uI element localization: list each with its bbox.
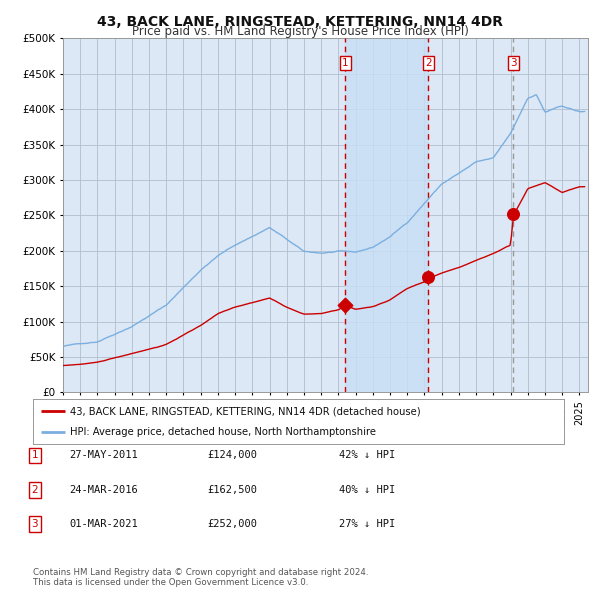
Text: HPI: Average price, detached house, North Northamptonshire: HPI: Average price, detached house, Nort… [70,427,376,437]
Text: £162,500: £162,500 [207,485,257,494]
Text: 3: 3 [510,58,517,68]
Text: 27-MAY-2011: 27-MAY-2011 [69,451,138,460]
Text: Price paid vs. HM Land Registry's House Price Index (HPI): Price paid vs. HM Land Registry's House … [131,25,469,38]
Point [424,273,433,282]
Text: 1: 1 [342,58,349,68]
Point [509,209,518,219]
Text: £252,000: £252,000 [207,519,257,529]
Text: 43, BACK LANE, RINGSTEAD, KETTERING, NN14 4DR (detached house): 43, BACK LANE, RINGSTEAD, KETTERING, NN1… [70,407,421,417]
Text: 2: 2 [31,485,38,494]
Text: 1: 1 [31,451,38,460]
Text: 01-MAR-2021: 01-MAR-2021 [69,519,138,529]
Text: Contains HM Land Registry data © Crown copyright and database right 2024.
This d: Contains HM Land Registry data © Crown c… [33,568,368,587]
Text: 27% ↓ HPI: 27% ↓ HPI [339,519,395,529]
Text: 2: 2 [425,58,432,68]
Text: 40% ↓ HPI: 40% ↓ HPI [339,485,395,494]
Text: 3: 3 [31,519,38,529]
Point [341,300,350,309]
Text: £124,000: £124,000 [207,451,257,460]
Text: 43, BACK LANE, RINGSTEAD, KETTERING, NN14 4DR: 43, BACK LANE, RINGSTEAD, KETTERING, NN1… [97,15,503,29]
Bar [346,38,428,392]
Text: 42% ↓ HPI: 42% ↓ HPI [339,451,395,460]
Text: 24-MAR-2016: 24-MAR-2016 [69,485,138,494]
